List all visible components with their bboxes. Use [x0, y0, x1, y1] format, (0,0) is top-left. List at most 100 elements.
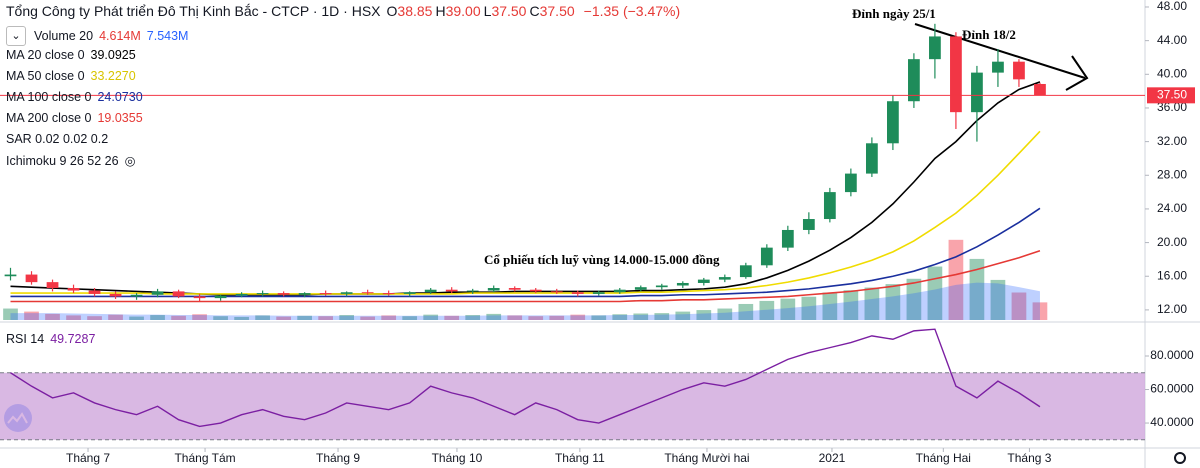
price-label: 37.50: [1157, 88, 1187, 102]
volume-bar: [276, 316, 291, 320]
candle-body: [908, 59, 920, 102]
hidden-icon: ◎: [124, 154, 136, 168]
candle-body: [760, 247, 773, 266]
volume-bar: [675, 311, 691, 320]
candle-body: [550, 291, 563, 293]
candle-body: [88, 290, 101, 294]
x-tick-label: Tháng 11: [555, 451, 605, 465]
candle-body: [298, 293, 311, 295]
y-tick-label: 40.0000: [1150, 415, 1194, 429]
ma-name: MA 200 close 0: [6, 111, 92, 125]
ohlc-value: 38.85: [397, 3, 433, 19]
y-tick-label: 16.00: [1157, 268, 1187, 282]
ohlc-value: 37.50: [539, 3, 575, 19]
candle-body: [929, 36, 941, 60]
volume-bar: [150, 315, 165, 320]
rsi-name: RSI 14: [6, 332, 45, 346]
volume-value: 4.614M: [99, 29, 141, 43]
volume-bar: [507, 315, 523, 320]
volume-ma-value: 7.543M: [146, 29, 189, 43]
volume-bar: [822, 292, 838, 320]
candle-body: [151, 291, 164, 295]
candle-body: [361, 292, 374, 294]
volume-bar: [45, 313, 60, 320]
candle-body: [109, 293, 122, 297]
volume-bar: [717, 308, 733, 320]
x-tick-label: Tháng Mười hai: [664, 451, 749, 465]
collapse-button[interactable]: ⌄: [6, 26, 26, 46]
candle-body: [466, 290, 479, 292]
volume-bar: [528, 316, 544, 320]
volume-bar: [108, 314, 123, 320]
volume-bar: [402, 316, 418, 320]
ohlc-key: L: [483, 3, 492, 19]
volume-bar: [423, 314, 439, 320]
y-tick-label: 12.00: [1157, 302, 1187, 316]
volume-bar: [549, 315, 565, 320]
indicator-name: Ichimoku 9 26 52 26: [6, 153, 119, 168]
y-tick-label: 36.00: [1157, 100, 1187, 114]
volume-bar: [864, 287, 880, 320]
candle-body: [1013, 61, 1025, 80]
candle-body: [235, 293, 248, 296]
ma-line: [10, 207, 1041, 298]
ma-legend: MA 100 close 0 24.0730: [6, 90, 143, 104]
candle-body: [1034, 83, 1046, 96]
change: −1.35 (−3.47%): [583, 3, 681, 19]
annotation: Cổ phiếu tích luỹ vùng 14.000-15.000 đồn…: [484, 252, 720, 267]
annotation: Đỉnh 18/2: [962, 27, 1016, 42]
candle-body: [781, 229, 794, 248]
x-tick-label: Tháng 3: [1007, 451, 1051, 465]
settings-button[interactable]: [1174, 452, 1186, 464]
volume-bar: [948, 239, 964, 320]
candle-body: [424, 289, 437, 293]
volume-bar: [66, 315, 81, 320]
volume-bar: [990, 279, 1006, 320]
x-tick-label: Tháng 7: [66, 451, 110, 465]
candle-body: [214, 295, 227, 299]
candle-body: [529, 289, 542, 292]
volume-bar: [486, 313, 502, 320]
rsi-band: [0, 372, 1145, 440]
y-tick-label: 48.00: [1157, 0, 1187, 13]
candle-body: [4, 274, 17, 277]
x-tick-label: 2021: [819, 451, 846, 465]
price-label-bg: [1147, 87, 1195, 104]
volume-bar: [633, 313, 649, 320]
ma-name: MA 20 close 0: [6, 48, 85, 62]
annotation: Đỉnh ngày 25/1: [852, 6, 936, 21]
x-tick-label: Tháng 9: [316, 451, 360, 465]
ma-legend: MA 200 close 0 19.0355: [6, 111, 143, 125]
y-tick-label: 60.0000: [1150, 382, 1194, 396]
ohlc-values: O38.85 H39.00 L37.50 C37.50: [387, 3, 578, 19]
volume-bar: [1032, 302, 1048, 320]
candle-body: [718, 277, 731, 280]
candle-body: [739, 265, 752, 278]
ohlc-key: C: [529, 3, 540, 19]
candle-body: [487, 288, 500, 291]
volume-bar: [297, 315, 312, 320]
candle-body: [25, 274, 38, 283]
volume-legend: ⌄ Volume 20 4.614M 7.543M: [6, 26, 188, 46]
candle-body: [823, 192, 836, 220]
y-tick-label: 24.00: [1157, 201, 1187, 215]
volume-bar: [444, 315, 460, 320]
candle-body: [67, 288, 80, 291]
volume-bar: [339, 315, 355, 320]
candle-body: [655, 285, 668, 288]
volume-bar: [213, 316, 228, 320]
volume-bar: [465, 315, 481, 320]
y-tick-label: 28.00: [1157, 167, 1187, 181]
candle-body: [319, 293, 332, 295]
candle-body: [697, 279, 710, 283]
candle-body: [130, 294, 143, 297]
candle-body: [844, 173, 857, 193]
ohlc-value: 37.50: [491, 3, 527, 19]
rsi-value: 49.7287: [50, 332, 96, 346]
candle-body: [193, 296, 206, 299]
candle-body: [403, 292, 416, 294]
candle-body: [865, 143, 878, 174]
ohlc-key: H: [435, 3, 446, 19]
candle-body: [676, 282, 689, 286]
